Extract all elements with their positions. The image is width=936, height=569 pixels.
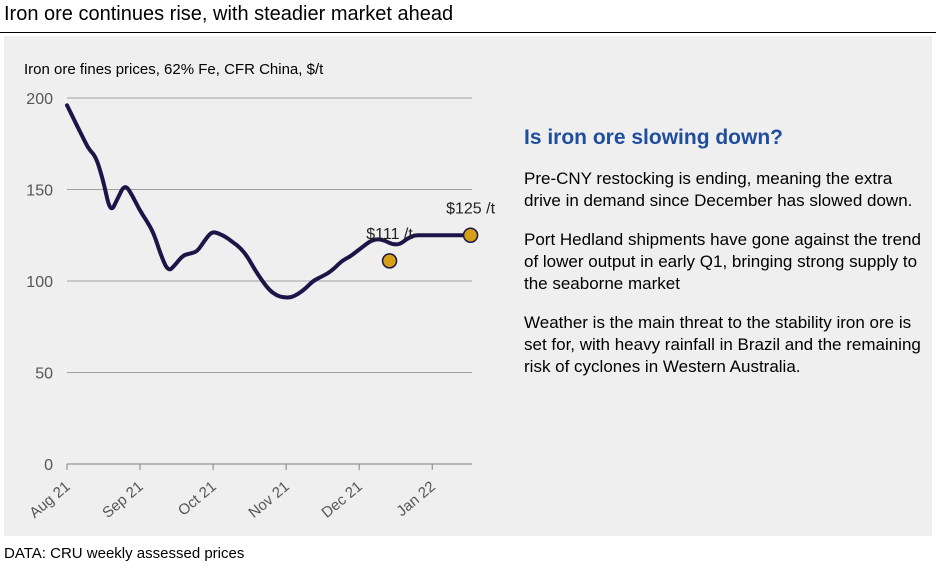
x-tick-label: Jan 22 [393,478,438,520]
x-tick-label: Aug 21 [26,478,73,522]
price-marker [462,227,479,243]
commentary-paragraph-shipments: Port Hedland shipments have gone against… [524,230,921,293]
price-annotation-label: $111 /t [366,226,413,243]
price-series-line [65,103,474,300]
y-tick-label: 0 [44,457,53,474]
commentary-panel: Is iron ore slowing down? Pre-CNY restoc… [524,126,924,395]
y-tick-label: 150 [26,183,53,200]
data-source-note: DATA: CRU weekly assessed prices [4,545,245,562]
markers: $111 /t $125 /t [366,200,496,269]
y-tick-labels: 0 50 100 150 200 [26,91,53,474]
commentary-paragraph-restocking: Pre-CNY restocking is ending, meaning th… [524,169,913,210]
x-tick-label: Nov 21 [245,478,292,522]
title-divider [0,32,936,33]
commentary-paragraph-weather: Weather is the main threat to the stabil… [524,313,921,376]
price-annotation-label: $125 /t [446,200,495,217]
y-tick-label: 50 [35,366,53,383]
chart-subtitle: Iron ore fines prices, 62% Fe, CFR China… [24,61,324,78]
gridlines [67,97,472,373]
y-tick-label: 200 [26,91,53,108]
x-tick-label: Sep 21 [99,478,146,522]
series-line [65,103,474,300]
chart-panel: Iron ore fines prices, 62% Fe, CFR China… [4,36,932,536]
x-axis: Aug 21 Sep 21 Oct 21 Nov 21 Dec 21 Jan 22 [26,463,472,522]
chart-title-banner: Iron ore continues rise, with steadier m… [4,3,454,25]
price-chart: Iron ore fines prices, 62% Fe, CFR China… [24,61,496,522]
x-tick-label: Dec 21 [318,478,365,522]
commentary-heading: Is iron ore slowing down? [524,126,784,149]
price-marker [381,253,398,269]
x-tick-label: Oct 21 [175,478,220,519]
y-tick-label: 100 [26,274,53,291]
